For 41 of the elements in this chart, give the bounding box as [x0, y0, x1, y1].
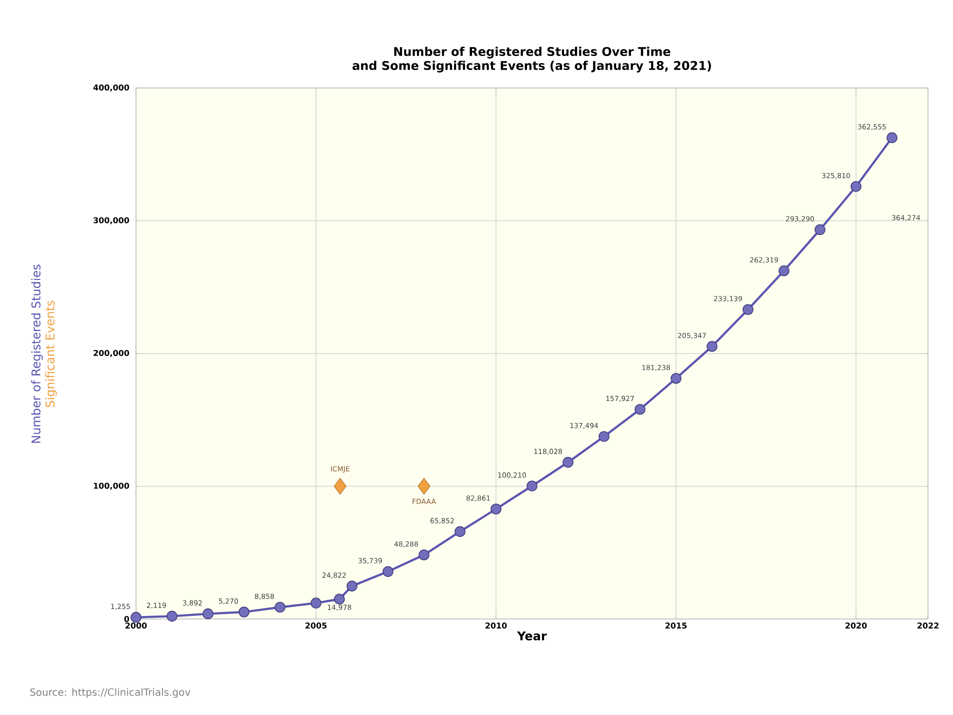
point — [418, 478, 430, 495]
y-tick-label: 300,000 — [94, 217, 130, 224]
point — [670, 373, 682, 384]
point — [634, 404, 646, 415]
y-axis-title: Number of Registered Studies — [31, 264, 43, 443]
point — [382, 566, 394, 577]
x-tick-label: 2020 — [846, 622, 867, 629]
point — [418, 549, 430, 560]
x-tick-label: 2022 — [918, 622, 938, 629]
y-tick-label: 400,000 — [93, 84, 130, 92]
point — [310, 598, 322, 608]
x-tick-label: 2015 — [666, 622, 687, 629]
text: Significant Events — [45, 300, 57, 408]
point — [334, 594, 345, 605]
point — [238, 606, 250, 618]
x-tick-label: 2000 — [125, 622, 147, 629]
point — [346, 580, 358, 592]
point — [886, 132, 898, 144]
x-axis-title: Year — [517, 631, 547, 640]
point — [778, 265, 790, 276]
point — [526, 480, 538, 492]
x-tick-label: 2005 — [305, 622, 327, 629]
point — [598, 431, 610, 442]
point — [850, 181, 862, 192]
point — [454, 526, 466, 537]
point — [742, 304, 754, 315]
point — [130, 612, 142, 623]
point — [814, 224, 826, 236]
x-tick-label: 2010 — [486, 622, 507, 629]
point — [274, 602, 286, 613]
source-note: Source: https://ClinicalTrials.gov — [30, 688, 190, 698]
point — [166, 610, 178, 622]
y-tick-label: 100,000 — [94, 482, 130, 490]
point — [490, 504, 502, 514]
chart-title: Number of Registered Studies Over Time and Some Significant Events (as of January 18, 2021) — [352, 46, 711, 72]
point — [562, 456, 574, 468]
y-tick-label: 200,000 — [94, 350, 130, 358]
point — [706, 340, 718, 352]
point — [202, 608, 214, 620]
y-tick-label: 0 — [124, 616, 130, 622]
point — [334, 478, 346, 495]
